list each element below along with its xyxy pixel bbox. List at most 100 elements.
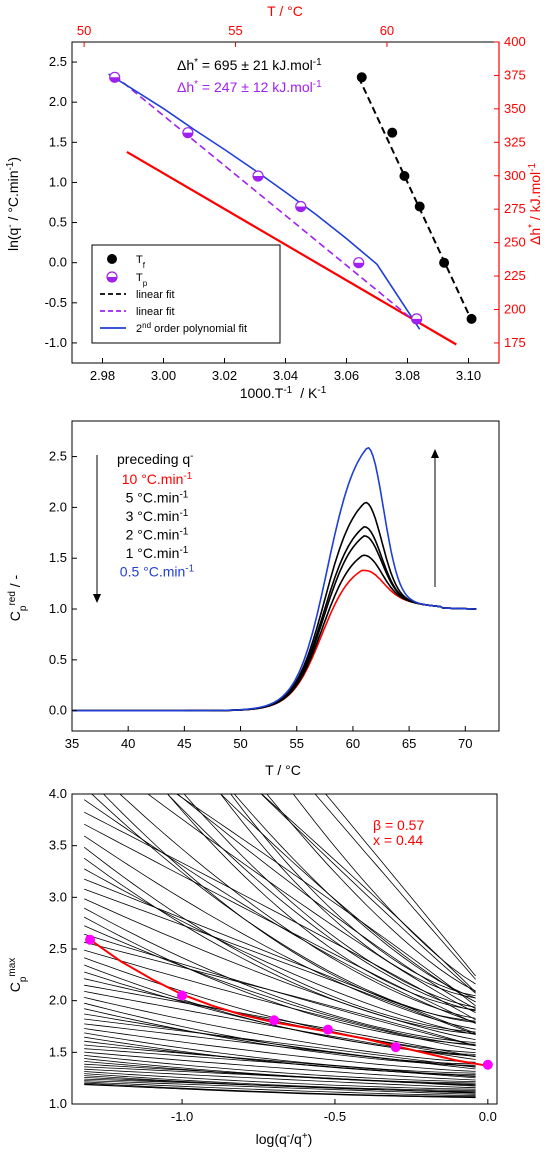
bottom-family-curve <box>220 794 476 1003</box>
bottom-family-curve <box>84 1044 476 1078</box>
legend-tp-sub: p <box>143 279 148 288</box>
bottom-family-curve <box>84 868 476 1035</box>
bottom-family-curve <box>84 878 476 1034</box>
middle-legend-title-sup: - <box>190 451 193 462</box>
bottom-x-tick-label: -0.5 <box>324 1109 346 1124</box>
top-y2-tick-label: 350 <box>504 101 526 116</box>
top-y-tick-label: 0.5 <box>49 215 67 230</box>
middle-legend-entry-text: 1 °C.min <box>126 545 180 561</box>
legend-tp-text: T <box>136 272 143 284</box>
bottom-y-tick-label: 3.0 <box>49 889 67 904</box>
bottom-family-curve <box>84 1032 476 1074</box>
bottom-family-curve <box>84 916 476 1045</box>
legend-tp-marker <box>106 271 118 283</box>
middle-legend-entry: 2 °C.min-1 <box>126 526 189 543</box>
top-x2-tick-label: 50 <box>77 23 91 38</box>
top-x2-tick-label: 60 <box>380 23 394 38</box>
top-y2-tick-label: 300 <box>504 168 526 183</box>
top-tp-point-fill <box>353 262 364 268</box>
bottom-family-curve <box>84 1018 476 1068</box>
bottom-family-curve <box>84 1075 476 1092</box>
bottom-family-curve <box>84 925 476 1046</box>
top-y2-label-sup: * <box>527 224 538 228</box>
bottom-family-curve <box>292 794 476 985</box>
top-ann-tf-rest-sup: -1 <box>313 57 322 68</box>
bottom-model-curve <box>89 938 488 1067</box>
middle-y-label-main: C <box>7 611 23 621</box>
bottom-y-tick-label: 2.0 <box>49 993 67 1008</box>
middle-legend-entry-text: 3 °C.min <box>126 508 180 524</box>
top-legend-box <box>91 244 281 344</box>
middle-x-tick-label: 45 <box>177 736 191 751</box>
bottom-x-label-rest-sup: + <box>302 1131 308 1142</box>
bottom-family-curve <box>84 1071 476 1090</box>
middle-legend-entry-sup: -1 <box>185 563 194 574</box>
bottom-family-curve <box>183 794 476 1008</box>
top-y-label-rest-sup: -1 <box>5 161 16 170</box>
top-y-label-rest: / °C.min <box>5 171 21 225</box>
top-x2-axis-label: T / °C <box>267 3 303 19</box>
middle-legend-entry-sup: -1 <box>179 489 188 500</box>
top-y-tick-label: 1.5 <box>49 134 67 149</box>
top-y-tick-label: 1.0 <box>49 174 67 189</box>
middle-y-label-sub: p <box>18 605 29 611</box>
middle-y-tick-label: 2.5 <box>49 449 67 464</box>
middle-curve <box>72 535 477 712</box>
bottom-x-tick-label: 0.0 <box>479 1109 497 1124</box>
top-y2-tick-label: 325 <box>504 134 526 149</box>
bottom-y-label-sup: max <box>7 958 18 977</box>
middle-y-axis-label: Cpred / - <box>7 574 29 621</box>
middle-marks <box>72 446 477 712</box>
legend-tp-label: Tp <box>136 272 148 288</box>
top-ann-tp-sup: * <box>194 79 198 90</box>
middle-x-tick-label: 70 <box>458 736 472 751</box>
top-y2-label-rest: / kJ.mol <box>527 172 543 224</box>
bottom-measured-point <box>482 1059 493 1070</box>
middle-ticks: 35 40 45 50 55 60 65 70 0.0 0.5 1.0 1.5 2.0 2.5 <box>49 449 473 751</box>
middle-x-tick-label: 65 <box>402 736 416 751</box>
top-y-label-end: ) <box>5 157 21 162</box>
middle-y-tick-label: 0.5 <box>49 652 67 667</box>
top-tf-point <box>466 313 477 324</box>
bottom-x-label-sup: - <box>287 1131 290 1142</box>
top-y2-tick-label: 400 <box>504 34 526 49</box>
top-y-axis-label: ln(q- / °C.min-1) <box>5 157 22 251</box>
middle-plot-frame <box>71 420 500 732</box>
top-x-tick-label: 3.00 <box>151 368 176 383</box>
bottom-family-curve <box>84 1058 476 1084</box>
top-x-tick-label: 2.98 <box>90 368 115 383</box>
top-y-tick-label: 0.0 <box>49 255 67 270</box>
top-x-label-unit-sup: -1 <box>317 385 326 396</box>
middle-y-label-rest: / - <box>7 574 23 591</box>
bottom-y-tick-label: 2.5 <box>49 941 67 956</box>
top-ann-tp-main: Δh <box>177 79 194 95</box>
top-tf-point <box>439 257 450 268</box>
bottom-family-curve <box>266 794 476 992</box>
middle-y-label-sup: red <box>7 591 18 605</box>
top-y-tick-label: 2.0 <box>49 94 67 109</box>
bottom-x-label-end: ) <box>308 1131 313 1147</box>
top-y2-label-rest-sup: -1 <box>527 163 538 172</box>
top-tf-point <box>414 201 425 212</box>
top-x-label-unit: / K <box>300 385 318 401</box>
middle-legend-entry: 5 °C.min-1 <box>126 489 189 506</box>
legend-poly-sup: nd <box>142 321 151 330</box>
bottom-family-curve <box>147 794 476 1013</box>
bottom-measured-point <box>269 1015 280 1026</box>
top-tp-point-fill <box>411 318 422 324</box>
bottom-x-axis-label: log(q-/q+) <box>256 1131 313 1148</box>
middle-panel: 35 40 45 50 55 60 65 70 0.0 0.5 1.0 1.5 2.0 2.5 T / °… <box>7 420 500 778</box>
legend-tf-sub: f <box>143 261 146 270</box>
bottom-y-axis-label: Cpmax <box>7 958 29 993</box>
top-x-tick-label: 3.04 <box>273 368 298 383</box>
bottom-family-curve <box>83 835 476 1030</box>
top-y2-label-main: Δh <box>527 228 543 245</box>
bottom-family-curve <box>84 933 476 1046</box>
middle-legend-entry-text: 5 °C.min <box>126 490 180 506</box>
top-y2-tick-label: 225 <box>504 268 526 283</box>
bottom-family-curve <box>84 888 476 1035</box>
middle-legend-entry-text: 2 °C.min <box>126 527 180 543</box>
bottom-family-curve <box>84 907 476 1043</box>
bottom-measured-point <box>85 934 96 945</box>
